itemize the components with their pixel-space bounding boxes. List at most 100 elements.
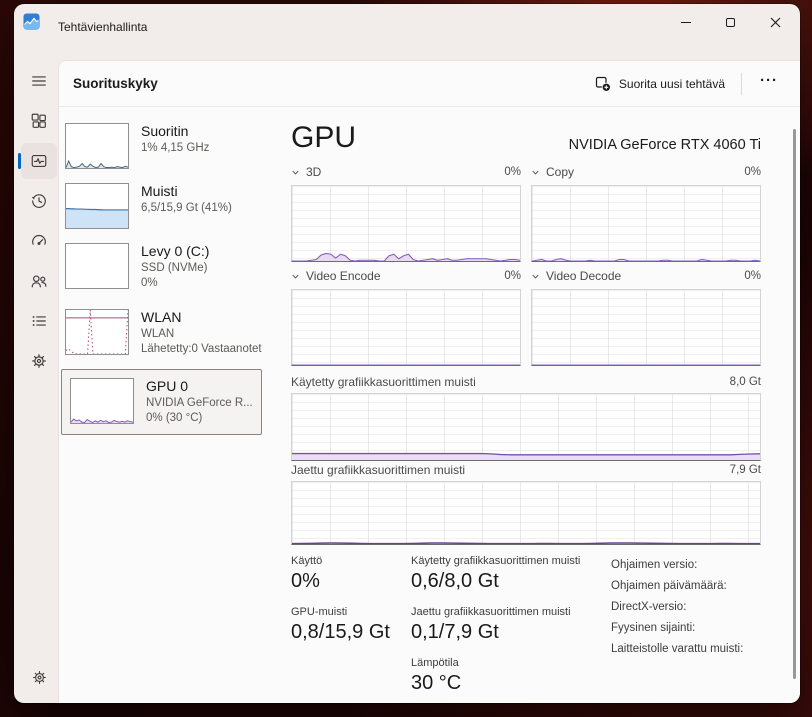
perf-item-name: GPU 0 [146, 378, 189, 394]
cpu-mini-chart [65, 123, 129, 169]
stat-label: Jaettu grafiikkasuorittimen muisti [411, 606, 571, 618]
page-title: Suorituskyky [73, 76, 158, 91]
stat-value: 0% [291, 570, 320, 592]
chart-title: 3D [306, 165, 322, 179]
titlebar[interactable]: Tehtävienhallinta [14, 4, 800, 52]
task-manager-window: Tehtävienhallinta [14, 4, 800, 703]
perf-item-detail: NVIDIA GeForce R... [146, 397, 253, 409]
shared-memory-chart [291, 481, 761, 545]
perf-item-detail: 1% 4,15 GHz [141, 142, 210, 154]
chart-header-shared-memory: Jaettu grafiikkasuorittimen muisti 7,9 G… [291, 463, 761, 477]
chart-title: Käytetty grafiikkasuorittimen muisti [291, 375, 476, 389]
memory-mini-chart [65, 183, 129, 229]
perf-item-name: Muisti [141, 183, 178, 199]
stat-value: 0,1/7,9 Gt [411, 621, 499, 643]
gpu-mini-chart [70, 378, 134, 424]
chevron-down-icon [531, 168, 540, 177]
perf-item-gpu[interactable]: GPU 0 NVIDIA GeForce R... 0% (30 °C) [61, 369, 262, 435]
chart-header-3d[interactable]: 3D 0% [291, 165, 521, 179]
maximize-icon [726, 17, 735, 27]
chart-header-copy[interactable]: Copy 0% [531, 165, 761, 179]
chart-value: 0% [744, 166, 761, 178]
gpu-copy-chart [531, 185, 761, 262]
stat-label: Käytetty grafiikkasuorittimen muisti [411, 555, 581, 567]
nav-users[interactable] [21, 263, 57, 299]
vertical-scrollbar[interactable] [793, 129, 796, 679]
nav-processes[interactable] [21, 103, 57, 139]
performance-icon [31, 155, 47, 167]
ellipsis-icon: ··· [760, 71, 778, 89]
performance-list: Suoritin 1% 4,15 GHz Muisti 6,5/15,9 Gt … [59, 107, 285, 703]
chart-title: Video Encode [306, 269, 381, 283]
run-new-task-button[interactable]: Suorita uusi tehtävä [585, 70, 735, 98]
nav-rail [14, 52, 58, 703]
perf-item-name: WLAN [141, 309, 182, 325]
startup-apps-icon [32, 234, 46, 246]
chart-title: Copy [546, 165, 575, 179]
header-divider [741, 73, 742, 95]
run-new-task-label: Suorita uusi tehtävä [618, 77, 725, 91]
processes-icon [31, 113, 46, 128]
performance-panel: Suorituskyky Suorita uusi tehtävä ··· [58, 60, 800, 703]
driver-info-label: Fyysinen sijainti: [611, 622, 696, 634]
chart-title: Video Decode [546, 269, 622, 283]
video-decode-chart [531, 289, 761, 366]
minimize-icon [680, 21, 691, 23]
close-button[interactable] [753, 4, 798, 40]
stats-column-1: Käyttö 0% GPU-muisti 0,8/15,9 Gt [291, 555, 407, 657]
stats-column-2: Käytetty grafiikkasuorittimen muisti 0,6… [411, 555, 609, 703]
perf-item-cpu[interactable]: Suoritin 1% 4,15 GHz [63, 121, 211, 171]
run-new-task-icon [595, 76, 611, 92]
stat-value: 0,8/15,9 Gt [291, 621, 390, 643]
details-icon [32, 316, 46, 326]
perf-item-name: Levy 0 (C:) [141, 243, 210, 259]
chart-header-video-encode[interactable]: Video Encode 0% [291, 269, 521, 283]
minimize-button[interactable] [663, 4, 708, 40]
perf-item-name: Suoritin [141, 123, 189, 139]
settings-button[interactable] [21, 659, 57, 695]
gear-icon [32, 670, 46, 684]
nav-services[interactable] [21, 343, 57, 379]
perf-item-disk[interactable]: Levy 0 (C:) SSD (NVMe) 0% [63, 241, 211, 293]
disk-mini-chart [65, 243, 129, 289]
chevron-down-icon [291, 168, 300, 177]
chart-title: Jaettu grafiikkasuorittimen muisti [291, 463, 466, 477]
chevron-down-icon [291, 272, 300, 281]
gpu-3d-chart [291, 185, 521, 262]
chart-value: 0% [504, 166, 521, 178]
driver-info-label: Laitteistolle varattu muisti: [611, 643, 744, 655]
driver-info-label: Ohjaimen päivämäärä: [611, 580, 727, 592]
nav-performance[interactable] [18, 143, 57, 179]
hamburger-menu-icon [32, 76, 46, 86]
nav-details[interactable] [21, 303, 57, 339]
gpu-device-name: NVIDIA GeForce RTX 4060 Ti [568, 137, 761, 153]
nav-app-history[interactable] [21, 183, 57, 219]
video-encode-chart [291, 289, 521, 366]
services-icon [32, 354, 46, 368]
chart-value: 7,9 Gt [729, 464, 761, 476]
perf-item-detail: 0% [141, 277, 158, 289]
driver-info-column: Ohjaimen versio: Ohjaimen päivämäärä: Di… [611, 555, 761, 660]
driver-info-label: DirectX-versio: [611, 601, 687, 613]
nav-startup-apps[interactable] [21, 223, 57, 259]
users-icon [31, 275, 47, 288]
chevron-down-icon [531, 272, 540, 281]
chart-value: 0% [744, 270, 761, 282]
perf-item-wlan[interactable]: WLAN WLAN Lähetetty:0 Vastaanotet [63, 307, 264, 359]
gpu-detail-pane: GPU NVIDIA GeForce RTX 4060 Ti 3D 0% Cop… [291, 107, 761, 703]
more-options-button[interactable]: ··· [748, 72, 790, 97]
navigation-menu-button[interactable] [21, 63, 57, 99]
panel-header: Suorituskyky Suorita uusi tehtävä ··· [59, 61, 800, 107]
perf-item-memory[interactable]: Muisti 6,5/15,9 Gt (41%) [63, 181, 234, 231]
chart-header-video-decode[interactable]: Video Decode 0% [531, 269, 761, 283]
stat-label: Käyttö [291, 555, 323, 567]
maximize-button[interactable] [708, 4, 753, 40]
perf-item-detail: SSD (NVMe) [141, 262, 208, 274]
chart-value: 8,0 Gt [729, 376, 761, 388]
dedicated-memory-chart [291, 393, 761, 461]
app-history-icon [32, 194, 46, 208]
perf-item-detail: 6,5/15,9 Gt (41%) [141, 202, 232, 214]
window-title: Tehtävienhallinta [58, 20, 148, 34]
stat-value: 30 °C [411, 672, 462, 694]
stat-value: 0,6/8,0 Gt [411, 570, 499, 592]
